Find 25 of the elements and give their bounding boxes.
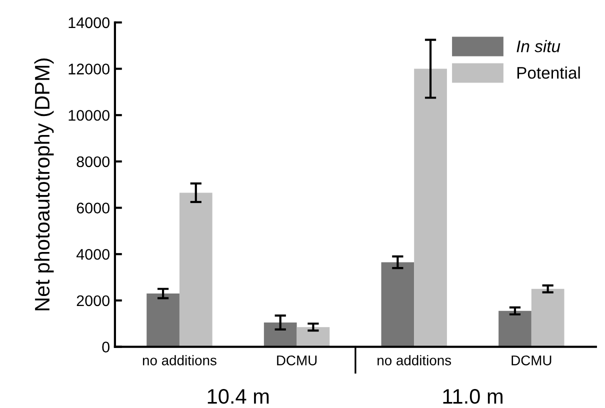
y-tick-label: 12000 [68,64,110,74]
legend-label: In situ [516,40,560,52]
y-tick-label: 6000 [76,202,110,214]
x-tick-label: DCMU [277,356,317,366]
y-tick-label: 14000 [68,17,110,28]
x-tick-label: no additions [378,355,452,366]
legend-label: Potential [517,66,580,79]
bar [498,310,532,347]
y-tick-label: 0 [102,342,110,352]
bar [146,294,180,347]
x-tick-label: DCMU [512,356,552,366]
bar [381,262,414,347]
y-tick-label: 8000 [76,156,110,168]
text: 11.0 m [443,389,502,404]
bar [531,288,564,347]
text: 10.4 m [208,389,269,404]
bar [296,327,330,347]
y-tick-label: 10000 [68,110,110,121]
x-tick-label: no additions [142,355,216,366]
y-axis-title: Net photoautotrophy (DPM) [34,58,54,310]
y-tick-label: 4000 [76,248,110,260]
bar [264,322,297,347]
y-tick-label: 2000 [76,295,110,306]
bar [179,192,212,347]
bar [414,68,447,347]
